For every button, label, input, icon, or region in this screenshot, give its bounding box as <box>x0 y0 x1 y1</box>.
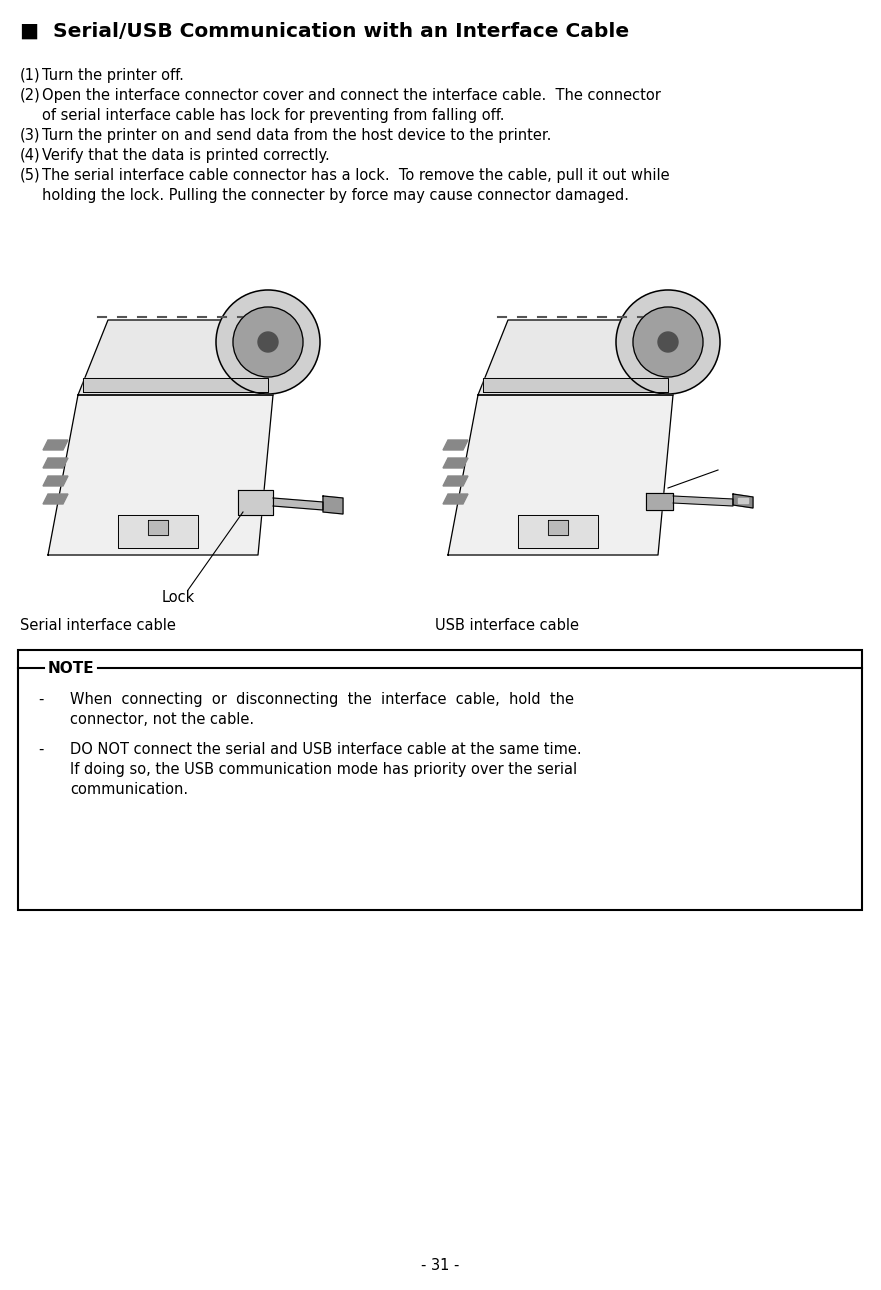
Polygon shape <box>273 498 323 510</box>
Text: Lock: Lock <box>161 590 195 605</box>
Circle shape <box>633 307 703 377</box>
Text: The serial interface cable connector has a lock.  To remove the cable, pull it o: The serial interface cable connector has… <box>42 168 670 183</box>
Bar <box>18 650 862 909</box>
Polygon shape <box>148 520 168 535</box>
Polygon shape <box>443 476 468 486</box>
Polygon shape <box>738 498 748 503</box>
Polygon shape <box>83 378 268 392</box>
Polygon shape <box>43 458 68 468</box>
Polygon shape <box>443 458 468 468</box>
Text: (3): (3) <box>20 128 41 143</box>
Circle shape <box>216 290 320 393</box>
Text: Turn the printer on and send data from the host device to the printer.: Turn the printer on and send data from t… <box>42 128 552 143</box>
Text: ■  Serial/USB Communication with an Interface Cable: ■ Serial/USB Communication with an Inter… <box>20 22 629 41</box>
Polygon shape <box>323 495 343 513</box>
Circle shape <box>616 290 720 393</box>
Polygon shape <box>48 395 273 555</box>
Polygon shape <box>78 320 288 395</box>
Polygon shape <box>118 515 198 548</box>
Circle shape <box>258 332 278 352</box>
Polygon shape <box>733 494 753 508</box>
Text: (5): (5) <box>20 168 41 183</box>
Text: If doing so, the USB communication mode has priority over the serial: If doing so, the USB communication mode … <box>70 762 577 777</box>
Text: Turn the printer off.: Turn the printer off. <box>42 68 184 83</box>
Polygon shape <box>548 520 568 535</box>
Text: USB interface cable: USB interface cable <box>435 618 579 633</box>
Circle shape <box>233 307 303 377</box>
Polygon shape <box>518 515 598 548</box>
Text: Serial interface cable: Serial interface cable <box>20 618 176 633</box>
Text: holding the lock. Pulling the connecter by force may cause connector damaged.: holding the lock. Pulling the connecter … <box>42 188 629 203</box>
Text: connector, not the cable.: connector, not the cable. <box>70 712 254 728</box>
Text: Verify that the data is printed correctly.: Verify that the data is printed correctl… <box>42 148 329 163</box>
Text: - 31 -: - 31 - <box>421 1258 459 1273</box>
Polygon shape <box>238 490 273 515</box>
Polygon shape <box>483 378 668 392</box>
Polygon shape <box>43 440 68 450</box>
Text: (4): (4) <box>20 148 41 163</box>
Polygon shape <box>43 476 68 486</box>
Text: communication.: communication. <box>70 782 189 797</box>
Text: -: - <box>38 691 43 707</box>
Text: -: - <box>38 742 43 757</box>
Polygon shape <box>673 495 733 506</box>
Text: (2): (2) <box>20 88 41 103</box>
Circle shape <box>658 332 678 352</box>
Text: DO NOT connect the serial and USB interface cable at the same time.: DO NOT connect the serial and USB interf… <box>70 742 581 757</box>
Text: Open the interface connector cover and connect the interface cable.  The connect: Open the interface connector cover and c… <box>42 88 661 103</box>
Polygon shape <box>43 494 68 504</box>
Text: NOTE: NOTE <box>48 660 94 676</box>
Polygon shape <box>443 494 468 504</box>
Polygon shape <box>443 440 468 450</box>
Text: of serial interface cable has lock for preventing from falling off.: of serial interface cable has lock for p… <box>42 108 505 123</box>
Polygon shape <box>448 395 673 555</box>
Polygon shape <box>478 320 688 395</box>
Polygon shape <box>646 493 673 510</box>
Text: When  connecting  or  disconnecting  the  interface  cable,  hold  the: When connecting or disconnecting the int… <box>70 691 574 707</box>
Text: (1): (1) <box>20 68 41 83</box>
